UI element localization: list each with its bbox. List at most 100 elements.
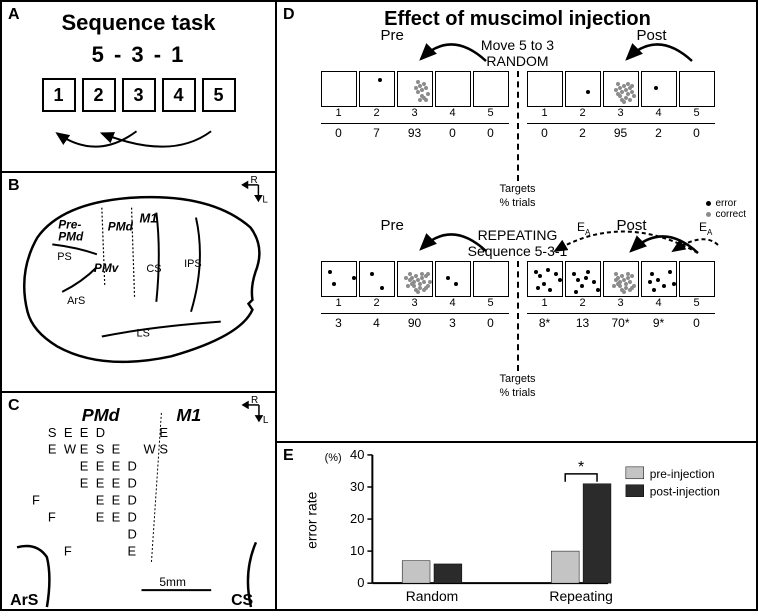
target-box: 3 — [122, 78, 156, 112]
panel-e-chart: 010203040(%)error rateRandomRepeating*pr… — [277, 443, 758, 611]
correct-point — [428, 280, 432, 284]
map-cell: D — [128, 476, 137, 491]
target-num: 4 — [435, 297, 471, 309]
error-point — [536, 286, 540, 290]
svg-text:40: 40 — [350, 447, 364, 462]
target-box — [359, 71, 395, 107]
map-cell: S — [48, 425, 57, 440]
error-dot-icon — [706, 201, 711, 206]
panel-b: B R L Pre- PMd PMd — [2, 172, 276, 392]
target-num: 1 — [527, 297, 563, 309]
pct-value: 0 — [435, 126, 471, 140]
target-num: 5 — [679, 107, 715, 119]
error-point — [446, 276, 450, 280]
target-box — [641, 261, 677, 297]
pct-value: 95 — [603, 126, 639, 140]
correct-point — [626, 82, 630, 86]
panel-e: E 010203040(%)error rateRandomRepeating*… — [276, 442, 758, 611]
correct-point — [630, 286, 634, 290]
arrow-icon — [321, 219, 511, 259]
error-point — [548, 288, 552, 292]
target-box — [473, 261, 509, 297]
svg-text:PMv: PMv — [94, 261, 120, 275]
panel-d: D Effect of muscimol injection Move 5 to… — [276, 2, 758, 442]
lower-pre-group: Pre 12345 349030 — [321, 261, 509, 330]
map-cell: E — [96, 492, 105, 507]
panel-c-map: R L PMd M1 ArS CS 5mm SEEDEEWESEWSEEEDEE… — [2, 393, 275, 611]
divider-icon — [517, 71, 519, 181]
error-point — [654, 86, 658, 90]
target-num: 5 — [473, 297, 509, 309]
error-point — [332, 282, 336, 286]
map-cell: D — [128, 459, 137, 474]
pct-value: 3 — [435, 316, 471, 330]
target-num: 3 — [603, 107, 639, 119]
map-cell: F — [48, 509, 56, 524]
pct-value: 0 — [679, 316, 715, 330]
correct-point — [628, 98, 632, 102]
target-box — [527, 261, 563, 297]
correct-point — [616, 282, 620, 286]
target-box — [397, 71, 433, 107]
correct-point — [620, 98, 624, 102]
correct-point — [426, 272, 430, 276]
error-point — [672, 282, 676, 286]
error-point — [668, 270, 672, 274]
panel-c-cs: CS — [231, 592, 253, 609]
compass-l: L — [263, 415, 269, 426]
target-num: 2 — [565, 297, 601, 309]
map-cell: D — [128, 492, 137, 507]
target-num: 2 — [359, 107, 395, 119]
panel-a-label: A — [8, 6, 20, 24]
scale-bar-label: 5mm — [159, 575, 186, 589]
target-num: 5 — [473, 107, 509, 119]
target-num: 4 — [641, 107, 677, 119]
target-num: 4 — [641, 297, 677, 309]
error-point — [662, 284, 666, 288]
map-cell: E — [96, 476, 105, 491]
svg-text:10: 10 — [350, 543, 364, 558]
targets-label: Targets — [499, 183, 535, 195]
error-point — [648, 280, 652, 284]
map-cell: E — [96, 509, 105, 524]
svg-text:error rate: error rate — [304, 491, 320, 548]
pct-value: 9* — [641, 316, 677, 330]
pct-value: 93 — [397, 126, 433, 140]
correct-point — [620, 288, 624, 292]
error-point — [580, 284, 584, 288]
error-point — [596, 288, 600, 292]
correct-point — [414, 288, 418, 292]
error-point — [584, 276, 588, 280]
panel-c-ars: ArS — [10, 592, 38, 609]
panel-b-label: B — [8, 177, 20, 195]
error-point — [572, 272, 576, 276]
map-cell: W — [64, 442, 77, 457]
svg-text:Repeating: Repeating — [549, 588, 612, 604]
map-cell: E — [112, 459, 121, 474]
arrow-icon — [527, 29, 717, 69]
correct-point — [614, 88, 618, 92]
correct-point — [418, 98, 422, 102]
svg-text:PMd: PMd — [108, 219, 134, 233]
target-num: 3 — [397, 107, 433, 119]
svg-text:CS: CS — [146, 263, 161, 275]
target-box: 4 — [162, 78, 196, 112]
svg-text:IPS: IPS — [184, 258, 202, 270]
svg-text:PMd: PMd — [58, 229, 84, 243]
target-num: 2 — [359, 297, 395, 309]
correct-point — [422, 280, 426, 284]
pct-label: % trials — [499, 387, 535, 399]
correct-point — [406, 284, 410, 288]
target-box — [527, 71, 563, 107]
target-box — [603, 261, 639, 297]
panel-d-title: Effect of muscimol injection — [277, 8, 758, 31]
compass-r: R — [250, 175, 257, 186]
map-cell: D — [96, 425, 105, 440]
target-box: 1 — [42, 78, 76, 112]
error-point — [656, 278, 660, 282]
upper-post-group: Post 12345 029520 — [527, 71, 715, 140]
map-cell: S — [159, 442, 168, 457]
error-point — [586, 270, 590, 274]
map-cell: E — [80, 459, 89, 474]
svg-text:A: A — [585, 228, 591, 237]
